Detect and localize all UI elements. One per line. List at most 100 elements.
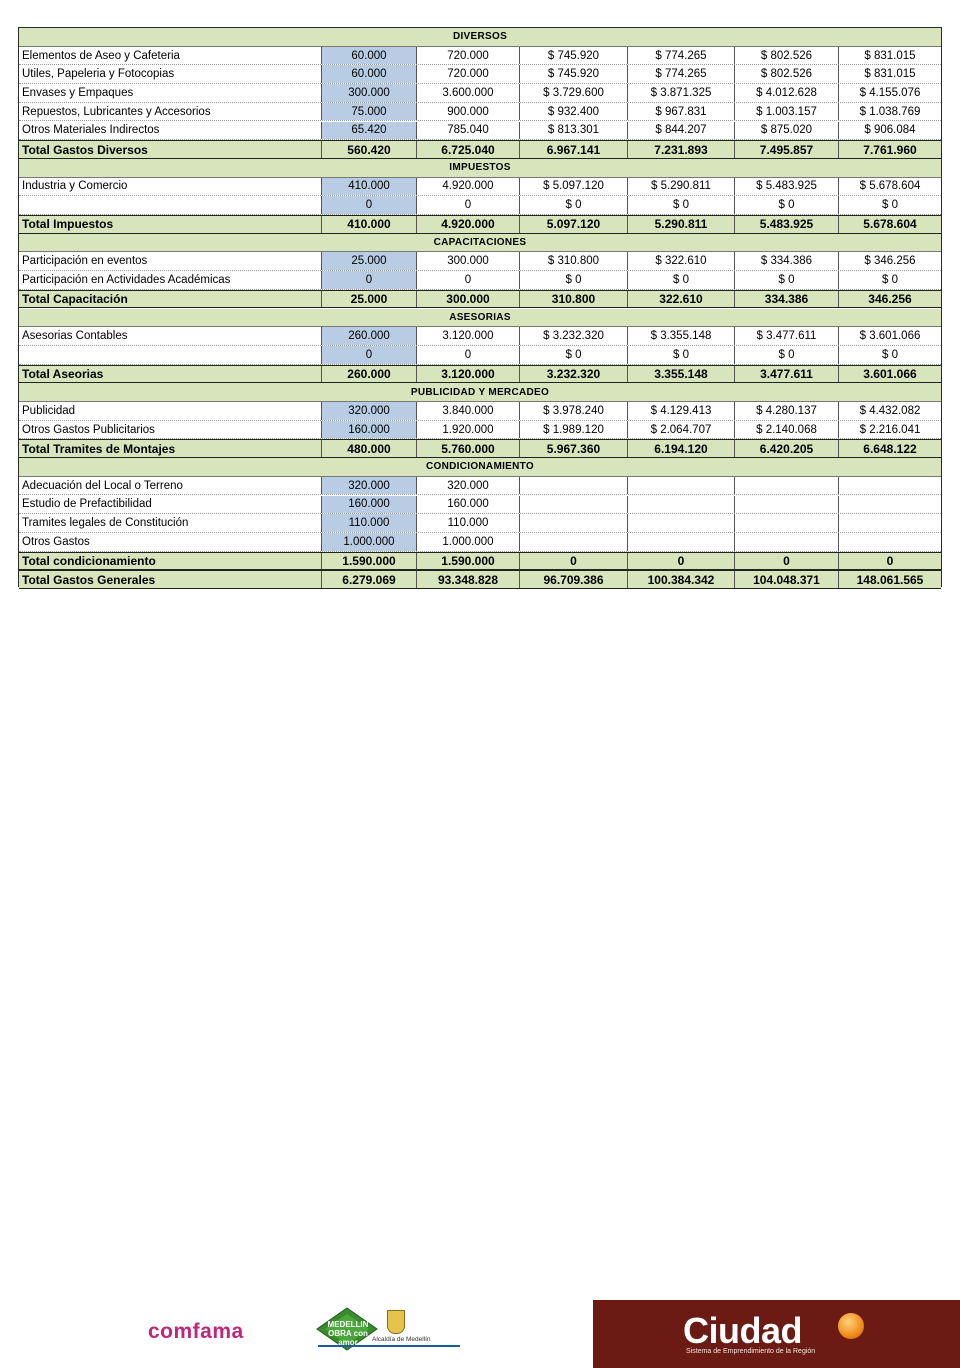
total-row: Total condicionamiento 1.590.000 1.590.000… <box>19 551 941 571</box>
value-cell: 0 <box>417 345 520 364</box>
value-cell: 410.000 <box>322 216 417 233</box>
value-cell: $ 745.920 <box>520 65 628 84</box>
table-row: 0 0 $ 0 $ 0 $ 0 $ 0 <box>19 196 941 215</box>
value-cell: 3.477.611 <box>735 365 839 383</box>
section-title: CAPACITACIONES <box>433 237 527 249</box>
value-cell: 6.194.120 <box>628 440 735 458</box>
section-title: DIVERSOS <box>452 31 508 43</box>
value-cell: 104.048.371 <box>735 571 839 588</box>
value-cell <box>520 495 628 514</box>
value-cell: 5.483.925 <box>735 216 839 233</box>
ciudad-logo-text: Ciudad <box>683 1310 803 1351</box>
value-cell: $ 1.038.769 <box>859 105 921 118</box>
value-cell: 6.420.205 <box>735 440 839 458</box>
value-cell: $ 3.729.600 <box>520 84 628 102</box>
value-cell: 6.279.069 <box>322 571 417 588</box>
row-label-cell <box>19 345 322 364</box>
value-cell: 0 <box>322 345 417 364</box>
value-cell <box>628 532 735 551</box>
value-cell: $ 3.355.148 <box>628 327 735 345</box>
value-cell: $ 745.920 <box>520 46 628 65</box>
value-cell: $ 0 <box>735 196 839 214</box>
value-cell: 160.000 <box>417 495 520 514</box>
value-cell: 7.495.857 <box>735 141 839 158</box>
comfama-logo: comfama <box>148 1320 244 1343</box>
value-cell: 5.097.120 <box>520 216 628 233</box>
table-row: Repuestos, Lubricantes y Accesorios 75.00… <box>19 102 941 122</box>
value-cell: 480.000 <box>322 440 417 458</box>
value-cell: 410.000 <box>322 177 417 196</box>
total-row: Total Capacitación 25.000 300.000 310.800 32… <box>19 289 941 309</box>
section-title: PUBLICIDAD Y MERCADEO <box>410 386 550 398</box>
row-label-cell: Total Impuestos <box>19 216 322 233</box>
value-cell: $ 5.097.120 <box>520 177 628 196</box>
value-cell: 0 <box>322 271 417 289</box>
value-cell: 560.420 <box>322 141 417 158</box>
value-cell: $ 4.155.076 <box>859 86 921 99</box>
table-row: Participación en eventos 25.000 300.000 $ 3… <box>19 252 941 272</box>
section-header: CAPACITACIONES <box>19 233 941 253</box>
value-cell: 346.256 <box>868 292 912 307</box>
budget-table: DIVERSOS Elementos de Aseo y Cafeteria 60.… <box>18 27 942 589</box>
value-cell: 320.000 <box>322 402 417 420</box>
value-cell: $ 0 <box>628 345 735 364</box>
row-label-cell: Total Tramites de Montajes <box>19 440 322 458</box>
section-title: CONDICIONAMIENTO <box>426 461 534 473</box>
total-row: Total Impuestos 410.000 4.920.000 5.097.120… <box>19 215 941 234</box>
value-cell: 300.000 <box>417 290 520 308</box>
value-cell: $ 774.265 <box>628 46 735 65</box>
value-cell: 6.967.141 <box>520 141 628 158</box>
total-row: Total Tramites de Montajes 480.000 5.760.0… <box>19 439 941 459</box>
value-cell: 3.355.148 <box>628 365 735 383</box>
value-cell <box>628 476 735 495</box>
table-row: Otros Gastos Publicitarios 160.000 1.920.0… <box>19 420 941 440</box>
value-cell: $ 774.265 <box>628 65 735 84</box>
value-cell: 1.000.000 <box>322 532 417 551</box>
value-cell: $ 0 <box>628 271 735 289</box>
row-label-cell: Participación en Actividades Académicas <box>19 271 322 289</box>
value-cell: 100.384.342 <box>628 571 735 588</box>
value-cell: 7.231.893 <box>628 141 735 158</box>
value-cell: 1.590.000 <box>417 552 520 570</box>
value-cell: $ 875.020 <box>735 121 839 140</box>
row-label-cell: Otros Gastos <box>19 532 322 551</box>
row-label-cell: Repuestos, Lubricantes y Accesorios <box>19 102 322 121</box>
value-cell: $ 0 <box>882 199 898 212</box>
value-cell <box>520 476 628 495</box>
row-label-cell: Elementos de Aseo y Cafeteria <box>19 46 322 65</box>
value-cell: $ 906.084 <box>864 124 916 137</box>
value-cell: 3.840.000 <box>417 402 520 420</box>
value-cell: 93.348.828 <box>417 571 520 588</box>
value-cell: 320.000 <box>417 476 520 495</box>
coat-of-arms-icon <box>387 1310 405 1334</box>
value-cell: $ 0 <box>520 345 628 364</box>
value-cell: 260.000 <box>322 327 417 345</box>
value-cell: 5.967.360 <box>520 440 628 458</box>
value-cell: $ 322.610 <box>628 252 735 271</box>
section-header: PUBLICIDAD Y MERCADEO <box>19 383 941 402</box>
table-row: 0 0 $ 0 $ 0 $ 0 $ 0 <box>19 345 941 365</box>
table-row: Otros Materiales Indirectos 65.420 785.040… <box>19 121 941 141</box>
row-label-cell: Tramites legales de Constitución <box>19 514 322 532</box>
ciudad-e-orb-icon <box>838 1313 864 1339</box>
value-cell: $ 5.678.604 <box>859 180 921 193</box>
value-cell <box>628 514 735 532</box>
value-cell <box>520 532 628 551</box>
value-cell: 720.000 <box>417 65 520 84</box>
table-row: Tramites legales de Constitución 110.000 1… <box>19 514 941 533</box>
row-label-cell: Industria y Comercio <box>19 177 322 196</box>
value-cell: 720.000 <box>417 46 520 65</box>
value-cell: 65.420 <box>322 121 417 140</box>
value-cell: 75.000 <box>322 102 417 121</box>
value-cell: $ 5.290.811 <box>628 177 735 196</box>
value-cell: $ 334.386 <box>735 252 839 271</box>
value-cell <box>839 477 941 495</box>
value-cell: $ 4.432.082 <box>859 404 921 417</box>
value-cell: 1.590.000 <box>322 552 417 570</box>
value-cell: 7.761.960 <box>863 142 917 157</box>
row-label-cell: Publicidad <box>19 402 322 420</box>
value-cell: 320.000 <box>322 476 417 495</box>
value-cell: $ 2.216.041 <box>859 423 921 436</box>
section-title: IMPUESTOS <box>449 162 511 174</box>
value-cell: 1.920.000 <box>417 420 520 439</box>
